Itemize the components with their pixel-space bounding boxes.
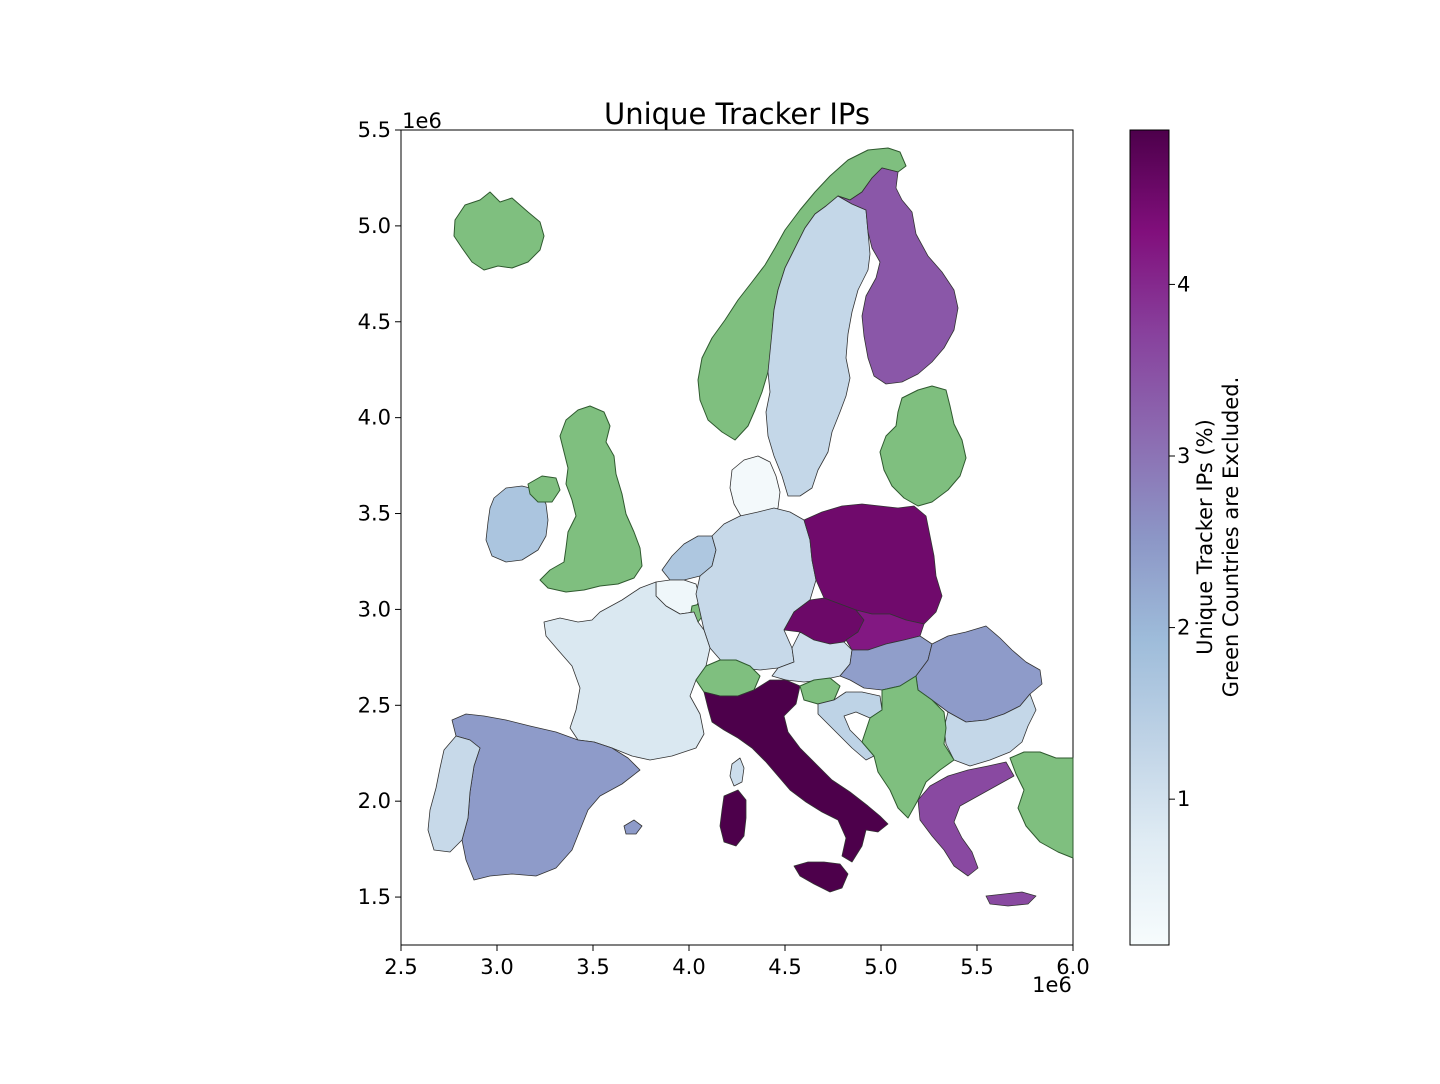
y-offset-label: 1e6 xyxy=(402,109,442,133)
region-turkey xyxy=(1009,751,1074,859)
y-tick-label: 1.5 xyxy=(358,885,391,909)
colorbar-tick-label: 3 xyxy=(1177,444,1190,468)
colorbar-tick-label: 1 xyxy=(1177,787,1190,811)
colorbar-label-line2: Green Countries are Excluded. xyxy=(1219,377,1243,698)
colorbar-tick-label: 4 xyxy=(1177,272,1190,296)
region-corsica xyxy=(729,757,745,787)
x-tick-label: 5.5 xyxy=(960,955,993,979)
region-poland xyxy=(803,503,943,625)
region-italy xyxy=(703,679,889,863)
region-portugal xyxy=(427,735,481,853)
region-balearics xyxy=(623,819,643,835)
y-tick-label: 5.5 xyxy=(358,118,391,142)
countries-layer xyxy=(427,147,1074,907)
y-tick-label: 3.5 xyxy=(358,502,391,526)
region-denmark xyxy=(729,455,781,523)
colorbar-label-line1: Unique Tracker IPs (%) xyxy=(1193,419,1217,655)
region-croatia xyxy=(817,691,883,761)
map-y-axis: 5.5 5.0 4.5 4.0 3.5 3.0 2.5 2.0 1.5 xyxy=(358,118,401,909)
x-tick-label: 6.0 xyxy=(1056,955,1089,979)
region-sardinia xyxy=(719,789,747,847)
region-greece xyxy=(917,761,1015,877)
y-tick-label: 2.5 xyxy=(358,693,391,717)
x-tick-label: 4.5 xyxy=(768,955,801,979)
region-ireland xyxy=(485,485,549,563)
y-tick-label: 5.0 xyxy=(358,214,391,238)
y-tick-label: 2.0 xyxy=(358,789,391,813)
region-france xyxy=(543,581,711,761)
y-tick-label: 4.0 xyxy=(358,406,391,430)
region-sicily xyxy=(793,861,849,893)
region-sweden xyxy=(765,195,871,497)
x-tick-label: 3.5 xyxy=(576,955,609,979)
region-n-ireland xyxy=(527,475,561,503)
map-title: Unique Tracker IPs xyxy=(604,97,870,131)
colorbar-tick-label: 2 xyxy=(1177,616,1190,640)
y-tick-label: 3.0 xyxy=(358,597,391,621)
x-tick-label: 5.0 xyxy=(864,955,897,979)
map-x-axis: 2.5 3.0 3.5 4.0 4.5 5.0 5.5 6.0 xyxy=(384,945,1090,979)
x-tick-label: 3.0 xyxy=(480,955,513,979)
region-western-balkans xyxy=(861,675,955,819)
region-slovenia xyxy=(799,677,841,705)
region-finland xyxy=(837,167,959,385)
colorbar xyxy=(1129,129,1170,946)
colorbar-ticks: 1 2 3 4 xyxy=(1169,272,1190,811)
region-bulgaria xyxy=(943,693,1037,767)
y-tick-label: 4.5 xyxy=(358,310,391,334)
region-baltics xyxy=(879,385,967,507)
x-offset-label: 1e6 xyxy=(1032,973,1072,997)
region-iceland xyxy=(453,191,545,271)
x-tick-label: 2.5 xyxy=(384,955,417,979)
region-uk xyxy=(539,405,643,593)
x-tick-label: 4.0 xyxy=(672,955,705,979)
region-crete xyxy=(985,891,1037,907)
